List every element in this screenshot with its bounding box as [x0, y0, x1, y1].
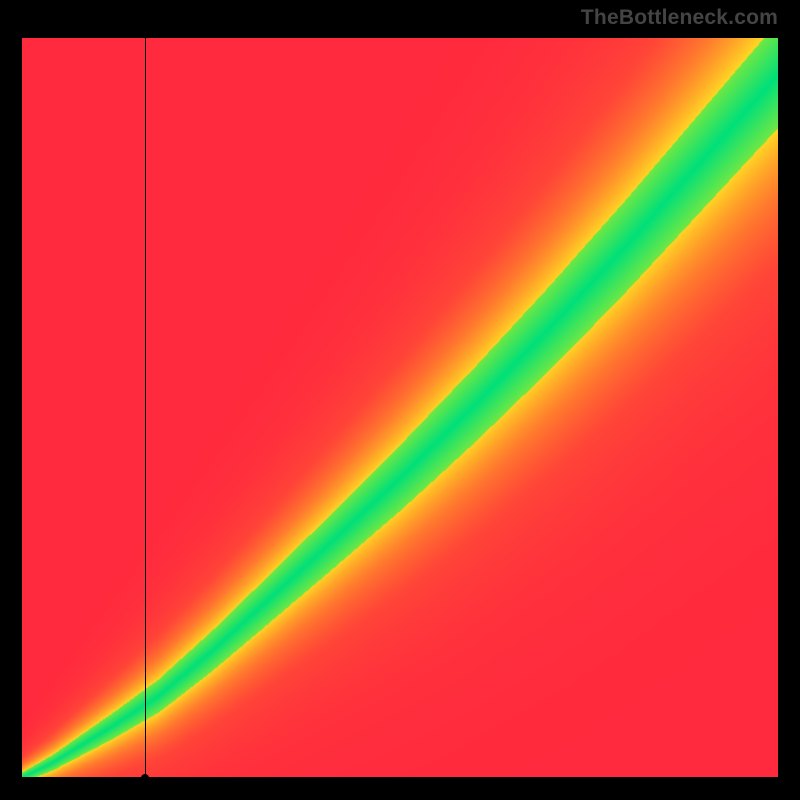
heatmap-canvas	[22, 38, 778, 778]
heatmap-plot	[22, 38, 778, 778]
attribution-text: TheBottleneck.com	[581, 6, 778, 30]
